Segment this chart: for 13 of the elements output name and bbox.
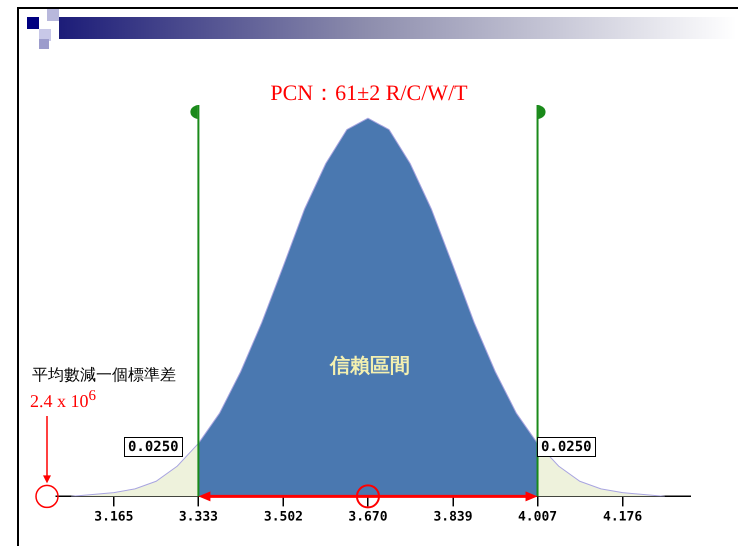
annotation: 0.0250 (124, 437, 183, 457)
x-tick-label: 3.165 (94, 510, 134, 525)
annotation: 平均數減一個標準差 (32, 365, 176, 386)
x-tick-label: 3.839 (433, 510, 473, 525)
annotation: 信賴區間 (328, 352, 411, 379)
annotation: 2.4 x 10$^{6}$ (30, 388, 96, 412)
x-tick-label: 3.670 (348, 510, 388, 525)
x-tick-label: 3.502 (264, 510, 304, 525)
x-tick-label: 3.333 (178, 510, 218, 525)
x-tick-label: 4.176 (603, 510, 642, 525)
x-tick-label: 4.007 (518, 510, 558, 525)
chart-title: PCN：61±2 R/C/W/T (269, 79, 469, 107)
annotation: 0.0250 (537, 437, 596, 457)
